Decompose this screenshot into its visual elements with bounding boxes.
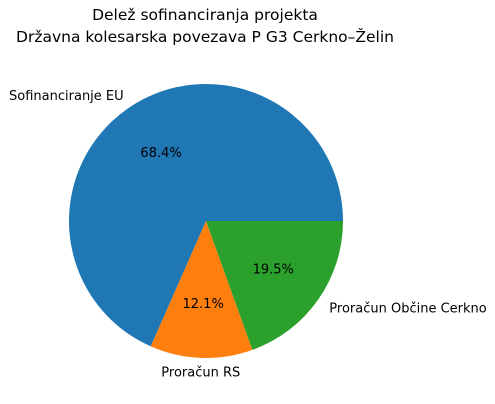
pie-slices [69, 84, 344, 358]
pie-slice-label-3: Proračun Občine Cerkno [329, 302, 486, 317]
pie-percent-label-3: 19.5% [253, 262, 294, 277]
pie-slice-2 [150, 221, 253, 358]
pie-percent-label-2: 12.1% [183, 297, 224, 312]
pie-percent-label-1: 68.4% [140, 146, 181, 161]
pie-outer-labels: Sofinanciranje EU Proračun RS Proračun Obč… [9, 89, 487, 381]
chart-subtitle: Državna kolesarska povezava P G3 Cerkno–… [16, 27, 394, 46]
pie-slice-1 [69, 84, 344, 347]
pie-slice-label-2: Proračun RS [161, 366, 240, 381]
pie-percent-labels: 68.4% 12.1% 19.5% [140, 146, 293, 312]
pie-slice-label-1: Sofinanciranje EU [9, 89, 124, 104]
pie-slice-3 [206, 221, 343, 350]
chart-title: Delež sofinanciranja projekta [92, 6, 318, 24]
